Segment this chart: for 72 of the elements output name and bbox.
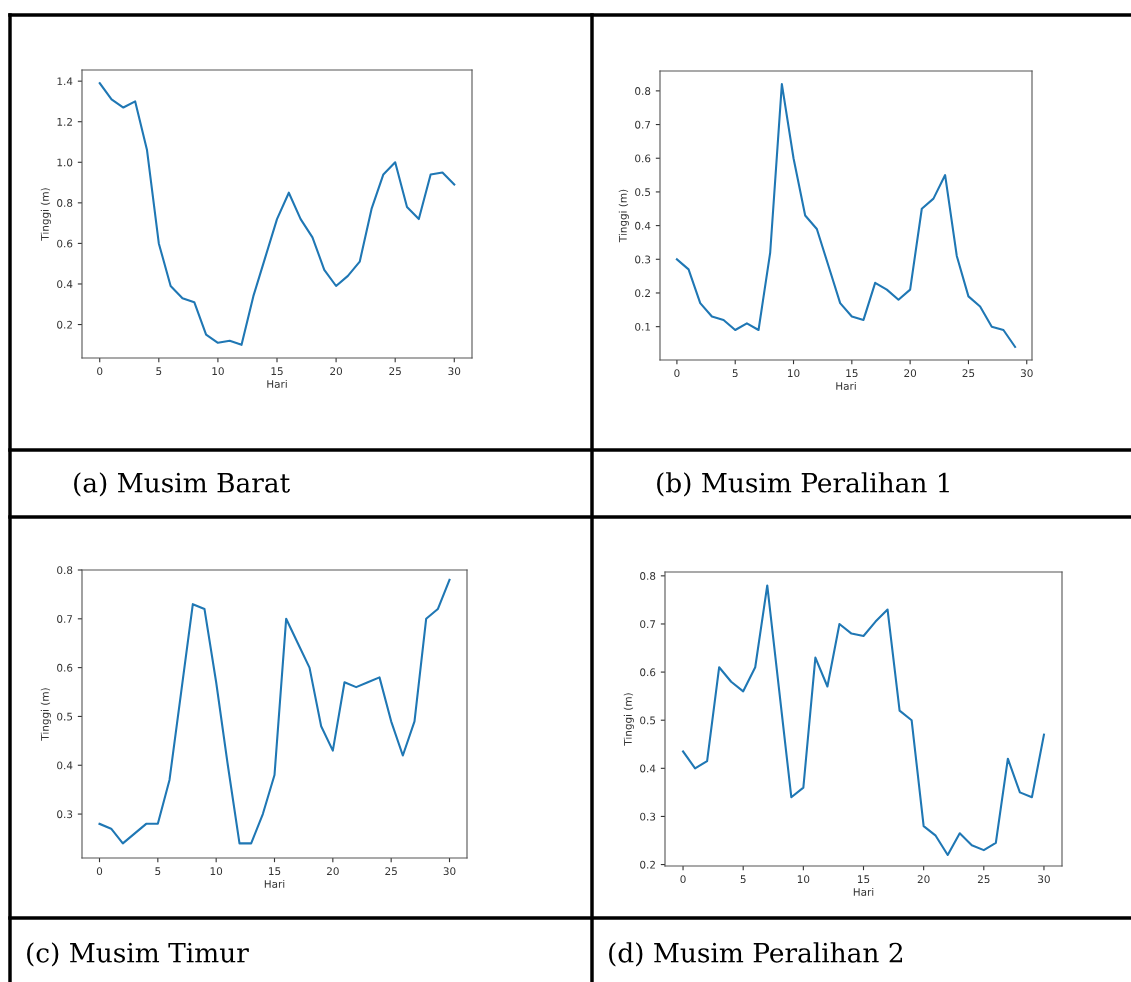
x-tick-label: 0 (97, 367, 103, 376)
y-tick-label: 0.1 (635, 322, 651, 331)
y-tick-label: 0.5 (57, 712, 73, 721)
x-tick-label: 0 (674, 369, 680, 378)
y-tick-label: 0.8 (640, 572, 656, 580)
y-tick-label: 0.7 (57, 615, 73, 623)
x-axis-title: Hari (853, 887, 874, 896)
y-tick-label: 0.2 (635, 289, 650, 298)
line-series (675, 83, 1017, 348)
x-tick-label: 20 (326, 867, 339, 876)
y-tick-label: 0.2 (57, 320, 72, 329)
y-tick-label: 0.5 (635, 188, 651, 197)
x-tick-label: 25 (977, 875, 990, 884)
y-tick-label: 0.7 (640, 620, 656, 629)
text: (a) Musim Barat (74, 472, 290, 497)
y-tick-label: 0.6 (640, 668, 656, 677)
y-tick-label: 1.2 (57, 117, 72, 126)
y-tick-label: 0.4 (635, 221, 651, 230)
line-series (682, 584, 1045, 856)
y-axis-title: Tinggi (m) (40, 688, 51, 741)
y-tick-label: 0.8 (57, 199, 73, 207)
y-tick-label: 0.4 (57, 280, 73, 289)
text: (b) Musim Peralihan 1 (657, 472, 949, 497)
y-tick-label: 0.5 (640, 716, 656, 725)
x-tick-label: 25 (389, 367, 401, 376)
y-tick-label: 0.6 (57, 663, 73, 672)
y-tick-label: 0.8 (635, 87, 651, 95)
x-tick-label: 10 (797, 875, 810, 884)
x-tick-label: 25 (385, 867, 397, 876)
x-axis-title: Hari (836, 381, 856, 390)
y-tick-label: 0.3 (640, 812, 656, 821)
x-tick-label: 20 (917, 875, 930, 884)
x-tick-label: 5 (155, 867, 161, 876)
x-tick-label: 15 (269, 867, 281, 876)
text: (c) Musim Timur (27, 942, 249, 967)
x-tick-label: 5 (740, 875, 746, 884)
x-tick-label: 15 (858, 875, 870, 884)
x-tick-label: 30 (448, 367, 461, 376)
y-tick-label: 0.3 (635, 255, 651, 264)
y-tick-label: 0.6 (57, 239, 73, 248)
x-tick-label: 5 (732, 369, 738, 378)
y-tick-label: 0.6 (635, 154, 651, 163)
x-axis-title: Hari (267, 379, 287, 388)
x-tick-label: 0 (96, 867, 103, 876)
y-tick-label: 0.2 (640, 860, 655, 869)
y-tick-label: 0.4 (640, 764, 656, 773)
y-axis-title: Tinggi (m) (40, 188, 51, 241)
x-tick-label: 30 (1020, 369, 1033, 378)
x-tick-label: 15 (846, 369, 858, 378)
line-series (98, 82, 456, 346)
y-tick-label: 0.3 (57, 810, 73, 819)
x-tick-label: 10 (210, 867, 223, 876)
y-tick-label: 0.8 (57, 566, 73, 575)
y-tick-label: 1.4 (57, 77, 73, 86)
y-tick-label: 0.4 (57, 761, 73, 770)
x-tick-label: 30 (1038, 875, 1050, 884)
y-tick-label: 1.0 (57, 158, 73, 167)
x-tick-label: 25 (962, 369, 975, 378)
x-tick-label: 30 (443, 867, 456, 876)
y-tick-label: 0.7 (635, 120, 651, 129)
line-series (98, 578, 451, 845)
x-tick-label: 5 (156, 367, 162, 376)
x-tick-label: 10 (212, 367, 224, 376)
x-tick-label: 10 (788, 369, 800, 378)
text: (d) Musim Peralihan 2 (609, 942, 903, 967)
x-tick-label: 20 (904, 369, 917, 378)
y-axis-title: Tinggi (m) (623, 693, 634, 746)
x-axis-title: Hari (264, 879, 285, 888)
x-tick-label: 20 (330, 367, 343, 376)
x-tick-label: 0 (680, 875, 686, 884)
x-tick-label: 15 (271, 367, 283, 376)
y-axis-title: Tinggi (m) (618, 189, 629, 243)
